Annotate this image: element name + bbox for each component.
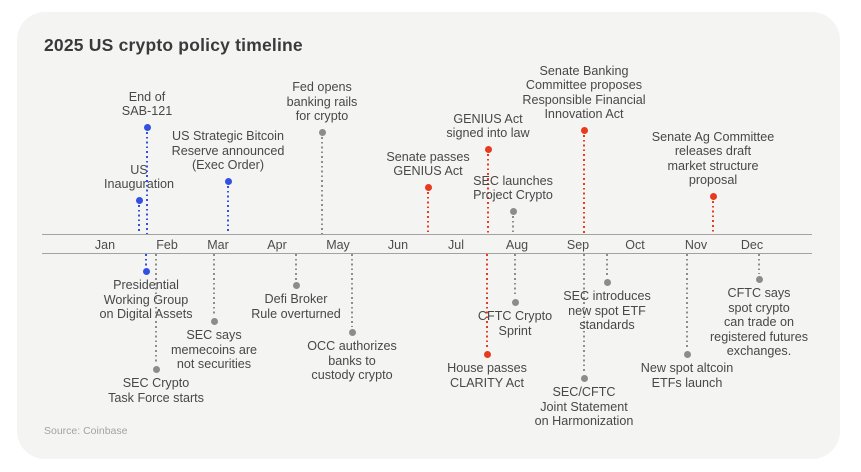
event-dot (153, 366, 160, 373)
month-label: Aug (506, 238, 528, 252)
month-label: Mar (207, 238, 229, 252)
event-connector-line (512, 216, 514, 234)
event-dot (425, 184, 432, 191)
event-connector-line (351, 254, 353, 327)
event-dot (510, 208, 517, 215)
month-label: Jan (95, 238, 115, 252)
month-label: Oct (625, 238, 644, 252)
source-credit: Source: Coinbase (44, 425, 127, 437)
timeline-axis-bottom-line (42, 253, 812, 254)
event-connector-line (213, 254, 215, 316)
month-label: Jun (388, 238, 408, 252)
event-label: CFTC Crypto Sprint (478, 309, 552, 338)
month-label: Jul (448, 238, 464, 252)
event-dot (581, 127, 588, 134)
event-connector-line (758, 254, 760, 274)
event-connector-line (686, 254, 688, 349)
event-dot (144, 124, 151, 131)
event-label: SEC says memecoins are not securities (171, 328, 257, 372)
event-connector-line (138, 205, 140, 234)
event-label: SEC/CFTC Joint Statement on Harmonizatio… (535, 385, 634, 429)
event-connector-line (146, 132, 148, 234)
event-dot (293, 282, 300, 289)
event-dot (512, 299, 519, 306)
event-connector-line (583, 135, 585, 234)
event-label: SEC introduces new spot ETF standards (563, 289, 651, 333)
event-dot (684, 351, 691, 358)
chart-title: 2025 US crypto policy timeline (44, 35, 303, 56)
event-label: CFTC says spot crypto can trade on regis… (710, 286, 808, 359)
event-label: Senate passes GENIUS Act (386, 150, 469, 179)
event-label: SEC Crypto Task Force starts (108, 376, 204, 405)
event-label: Presidential Working Group on Digital As… (99, 278, 192, 322)
event-label: House passes CLARITY Act (447, 361, 527, 390)
event-connector-line (712, 201, 714, 234)
event-label: Senate Banking Committee proposes Respon… (522, 64, 645, 122)
month-label: Nov (685, 238, 707, 252)
event-dot (143, 268, 150, 275)
event-connector-line (155, 254, 157, 364)
event-label: End of SAB-121 (122, 90, 172, 119)
event-connector-line (145, 254, 147, 266)
event-label: US Strategic Bitcoin Reserve announced (… (172, 129, 285, 173)
event-dot (485, 146, 492, 153)
month-label: May (326, 238, 350, 252)
event-dot (581, 375, 588, 382)
event-connector-line (427, 192, 429, 234)
event-connector-line (606, 254, 608, 277)
event-dot (211, 318, 218, 325)
event-dot (225, 178, 232, 185)
timeline-axis-top-line (42, 234, 812, 235)
event-dot (484, 351, 491, 358)
month-label: Sep (567, 238, 589, 252)
event-dot (756, 276, 763, 283)
month-label: Feb (156, 238, 178, 252)
event-label: Fed opens banking rails for crypto (287, 80, 358, 124)
month-label: Apr (267, 238, 286, 252)
event-label: New spot altcoin ETFs launch (641, 361, 733, 390)
event-label: Defi Broker Rule overturned (251, 292, 341, 321)
event-connector-line (295, 254, 297, 280)
event-dot (710, 193, 717, 200)
event-dot (349, 329, 356, 336)
event-connector-line (227, 186, 229, 234)
event-connector-line (321, 137, 323, 234)
event-label: GENIUS Act signed into law (446, 112, 529, 141)
event-label: US Inauguration (104, 163, 174, 192)
event-dot (604, 279, 611, 286)
event-dot (136, 197, 143, 204)
event-dot (319, 129, 326, 136)
month-label: Dec (741, 238, 763, 252)
event-label: SEC launches Project Crypto (473, 174, 553, 203)
event-connector-line (514, 254, 516, 297)
event-label: OCC authorizes banks to custody crypto (307, 339, 397, 383)
event-label: Senate Ag Committee releases draft marke… (652, 130, 775, 188)
timeline-chart: 2025 US crypto policy timeline Jan Feb Mar… (0, 0, 861, 472)
